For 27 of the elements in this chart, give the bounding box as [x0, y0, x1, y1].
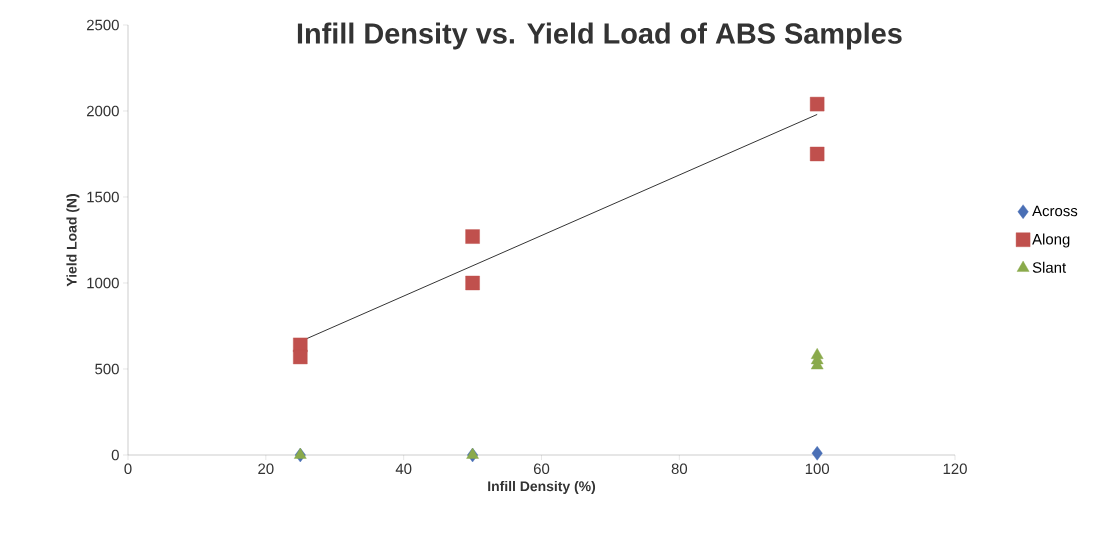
point [809, 146, 825, 162]
x-tick-label: 100 [805, 463, 830, 475]
y-tick-label: 1500 [87, 191, 119, 203]
y-tick-label: 500 [95, 363, 119, 375]
y-tick-label: 1000 [87, 277, 119, 289]
x-tick-label: 20 [258, 463, 274, 475]
y-tick-label: 0 [111, 449, 119, 461]
y-tick-label: 2500 [86, 19, 119, 31]
x-tick-label: 80 [671, 463, 688, 475]
legend-label: Slant [1032, 261, 1067, 273]
legend-label: Across [1032, 205, 1078, 217]
x-tick-label: 0 [124, 463, 132, 475]
point [293, 349, 308, 365]
point [466, 447, 479, 459]
x-tick-label: 60 [533, 463, 550, 475]
x-axis-title: Infill Density (%) [488, 480, 596, 494]
point [811, 446, 823, 461]
point [465, 275, 480, 291]
point [809, 96, 825, 112]
legend-label: Along [1032, 233, 1070, 248]
chart-title: Infill Density vs. Yield Load of ABS Samples [297, 22, 902, 50]
y-tick-label: 2000 [86, 105, 119, 117]
point [294, 447, 307, 459]
point [465, 229, 480, 244]
y-axis-title: Yield Load (N) [66, 194, 80, 287]
x-tick-label: 120 [943, 463, 967, 475]
x-tick-label: 40 [395, 463, 412, 475]
